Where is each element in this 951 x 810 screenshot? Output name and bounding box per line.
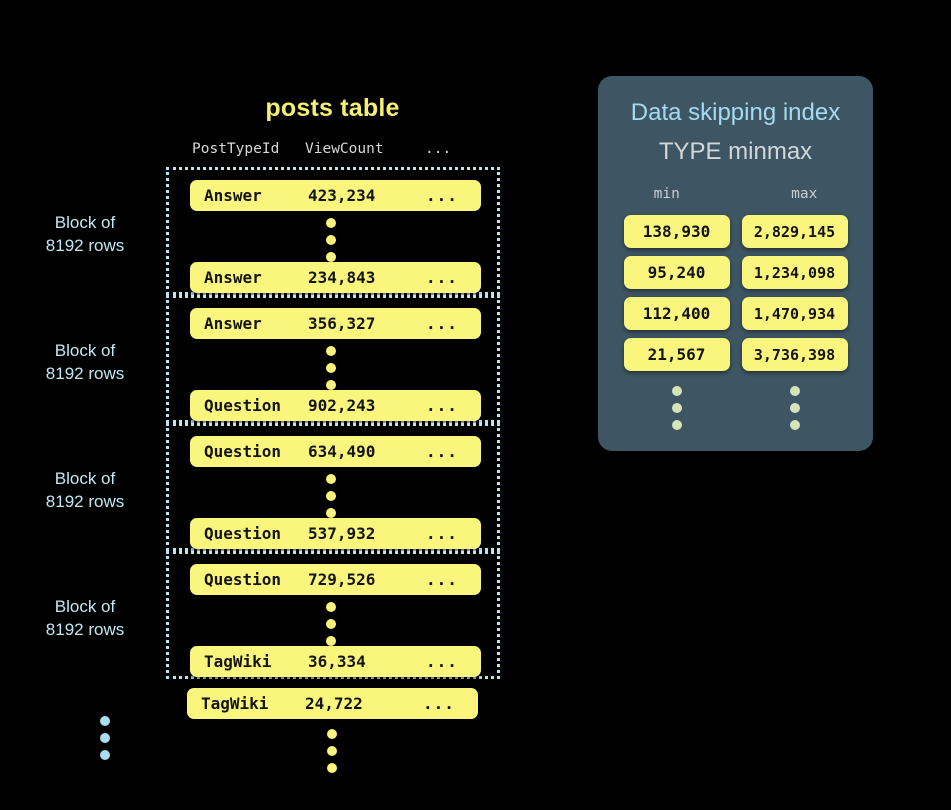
index-continues-ellipsis-group	[598, 386, 873, 430]
cell-post-type: Answer	[204, 186, 262, 205]
block-group-3: Question 634,490 ... Question 537,932 ..…	[166, 423, 500, 551]
index-row: 21,567 3,736,398	[598, 338, 873, 371]
cell-post-type: Question	[204, 570, 282, 589]
cell-view-count: 423,234	[308, 186, 376, 205]
block-group-4: Question 729,526 ... TagWiki 36,334 ...	[166, 551, 500, 679]
block-label-1-line2: 8192 rows	[45, 236, 125, 255]
index-column-headers: min max	[598, 186, 873, 202]
posts-table-title: posts table	[265, 94, 400, 122]
index-max-value[interactable]: 1,470,934	[741, 297, 848, 330]
cell-view-count: 634,490	[308, 442, 376, 461]
cell-view-count: 234,843	[308, 268, 376, 287]
posts-table-column-headers: PostTypeId ViewCount ...	[187, 139, 479, 159]
table-row[interactable]: Answer 234,843 ...	[190, 262, 481, 293]
cell-more: ...	[426, 186, 458, 205]
data-skipping-index-panel: Data skipping index TYPE minmax min max …	[598, 76, 873, 451]
block-label-3: Block of 8192 rows	[10, 467, 160, 513]
block-label-2-line1: Block of	[54, 341, 116, 360]
block-group-1: Answer 423,234 ... Answer 234,843 ...	[166, 167, 500, 295]
index-max-ellipsis-icon	[789, 386, 800, 430]
index-min-value[interactable]: 112,400	[623, 297, 730, 330]
cell-more: ...	[426, 314, 458, 333]
block-label-2-line2: 8192 rows	[45, 364, 125, 383]
index-min-value[interactable]: 21,567	[623, 338, 730, 371]
table-row[interactable]: TagWiki 36,334 ...	[190, 646, 481, 677]
index-max-value[interactable]: 2,829,145	[741, 215, 848, 248]
table-row[interactable]: Answer 423,234 ...	[190, 180, 481, 211]
cell-more: ...	[426, 652, 458, 671]
index-max-value[interactable]: 1,234,098	[741, 256, 848, 289]
index-min-value[interactable]: 138,930	[623, 215, 730, 248]
index-rows: 138,930 2,829,145 95,240 1,234,098 112,4…	[598, 215, 873, 379]
row-ellipsis-icon	[325, 346, 336, 390]
table-row[interactable]: Question 537,932 ...	[190, 518, 481, 549]
cell-post-type: Question	[204, 524, 282, 543]
block-label-4-line1: Block of	[54, 597, 116, 616]
cell-view-count: 356,327	[308, 314, 376, 333]
cell-view-count: 24,722	[305, 694, 363, 713]
cell-more: ...	[426, 524, 458, 543]
index-max-ellipsis-column	[742, 386, 848, 430]
block-label-1: Block of 8192 rows	[10, 211, 160, 257]
cell-view-count: 902,243	[308, 396, 376, 415]
index-panel-title: Data skipping index	[630, 99, 841, 126]
table-row[interactable]: TagWiki 24,722 ...	[187, 688, 478, 719]
index-min-ellipsis-icon	[671, 386, 682, 430]
block-label-4-line2: 8192 rows	[45, 620, 125, 639]
cell-more: ...	[426, 396, 458, 415]
block-label-3-line2: 8192 rows	[45, 492, 125, 511]
cell-view-count: 537,932	[308, 524, 376, 543]
table-row[interactable]: Answer 356,327 ...	[190, 308, 481, 339]
row-ellipsis-icon	[325, 474, 336, 518]
cell-more: ...	[423, 694, 455, 713]
table-row[interactable]: Question 902,243 ...	[190, 390, 481, 421]
table-row[interactable]: Question 634,490 ...	[190, 436, 481, 467]
row-ellipsis-icon	[325, 218, 336, 262]
cell-post-type: TagWiki	[201, 694, 269, 713]
index-panel-subtitle: TYPE minmax	[658, 138, 813, 165]
index-min-ellipsis-column	[624, 386, 730, 430]
row-ellipsis-icon	[325, 602, 336, 646]
column-header-posttypeid: PostTypeId	[192, 141, 280, 157]
table-row[interactable]: Question 729,526 ...	[190, 564, 481, 595]
cell-post-type: Question	[204, 396, 282, 415]
block-group-2: Answer 356,327 ... Question 902,243 ...	[166, 295, 500, 423]
cell-post-type: Answer	[204, 268, 262, 287]
block-label-4: Block of 8192 rows	[10, 595, 160, 641]
index-row: 138,930 2,829,145	[598, 215, 873, 248]
block-label-2: Block of 8192 rows	[10, 339, 160, 385]
cell-more: ...	[426, 268, 458, 287]
posts-table-section: posts table PostTypeId ViewCount ... Blo…	[10, 94, 500, 773]
cell-view-count: 729,526	[308, 570, 376, 589]
cell-more: ...	[426, 570, 458, 589]
cell-post-type: Question	[204, 442, 282, 461]
index-min-value[interactable]: 95,240	[623, 256, 730, 289]
cell-post-type: TagWiki	[204, 652, 272, 671]
blocks-continue-ellipsis-icon	[99, 716, 110, 760]
cell-more: ...	[426, 442, 458, 461]
cell-view-count: 36,334	[308, 652, 366, 671]
block-label-3-line1: Block of	[54, 469, 116, 488]
index-row: 95,240 1,234,098	[598, 256, 873, 289]
cell-post-type: Answer	[204, 314, 262, 333]
table-continues-ellipsis-icon	[326, 729, 337, 773]
column-header-more: ...	[425, 141, 452, 157]
index-max-value[interactable]: 3,736,398	[741, 338, 848, 371]
index-row: 112,400 1,470,934	[598, 297, 873, 330]
column-header-viewcount: ViewCount	[305, 141, 384, 157]
index-column-header-min: min	[653, 186, 680, 202]
block-label-1-line1: Block of	[54, 213, 116, 232]
index-column-header-max: max	[791, 186, 818, 202]
